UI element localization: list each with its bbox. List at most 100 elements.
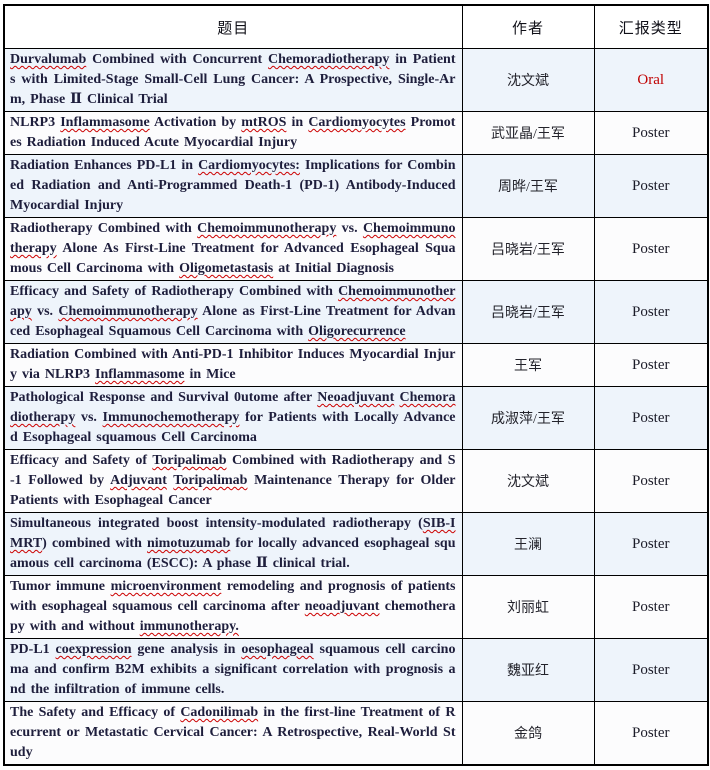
author-cell: 周晔/王军 [461,154,595,218]
title-text: gene analysis in [131,642,242,657]
report-type-cell: Poster [593,154,709,218]
papers-table: 题目 作者 汇报类型 Durvalumab Combined with Conc… [3,4,709,766]
misspelled-word: nimotuzumab [147,536,231,551]
title-text: in the first-line Treatment of Recurrent… [10,705,456,760]
title-text: at Initial Diagnosis [273,261,394,276]
title-text: Combined with Radiotherapy and S-1 Follo… [10,453,456,488]
title-text: Maintenance Therapy for Older Patients w… [10,473,456,508]
header-row: 题目 作者 汇报类型 [3,4,709,49]
author-cell: 王澜 [461,512,595,576]
table-body: Durvalumab Combined with Concurrent Chem… [3,48,709,766]
title-text: Radiation Enhances PD-L1 in [10,158,199,173]
misspelled-word: Cardiomyocytes [308,115,406,130]
title-text: Efficacy and Safety of Radiotherapy Comb… [10,284,339,299]
column-header-author: 作者 [461,4,595,49]
report-type-cell: Poster [593,701,709,766]
misspelled-word: neoadjuvant [304,599,380,614]
author-cell: 王军 [461,343,595,387]
report-type-cell: Poster [593,111,709,155]
misspelled-word: Inflammasome [60,115,150,130]
misspelled-word: microenvironment [110,579,222,594]
author-cell: 魏亚红 [461,638,595,702]
table-row: Efficacy and Safety of Radiotherapy Comb… [3,280,709,344]
paper-title-cell: The Safety and Efficacy of Cadonilimab i… [3,701,463,766]
table-row: Tumor immune microenvironment remodeling… [3,575,709,639]
conference-papers-table-wrap: 题目 作者 汇报类型 Durvalumab Combined with Conc… [3,4,709,766]
title-text: Tumor immune [10,579,111,594]
title-text: Efficacy and Safety of [10,453,153,468]
table-row: PD-L1 coexpression gene analysis in oeso… [3,638,709,702]
misspelled-word: Oligorecurrence [308,324,406,339]
misspelled-word: SIB-IMRT [10,516,456,551]
title-text: PD-L1 [10,642,56,657]
misspelled-word: Cadonilimab [180,705,259,720]
report-type-cell: Oral [593,48,709,112]
paper-title-cell: Efficacy and Safety of Toripalimab Combi… [3,449,463,513]
paper-title-cell: Radiation Combined with Anti-PD-1 Inhibi… [3,343,463,387]
report-type-cell: Poster [593,386,709,450]
paper-title-cell: Pathological Response and Survival 0utom… [3,386,463,450]
title-text: chemotherapy with and without [10,599,456,634]
table-row: Durvalumab Combined with Concurrent Chem… [3,48,709,112]
title-text: The Safety and Efficacy of [10,705,181,720]
table-row: Simultaneous integrated boost intensity-… [3,512,709,576]
author-cell: 成淑萍/王军 [461,386,595,450]
column-header-report-type: 汇报类型 [593,4,709,49]
paper-title-cell: PD-L1 coexpression gene analysis in oeso… [3,638,463,702]
report-type-cell: Poster [593,280,709,344]
title-text: NLRP3 [10,115,61,130]
title-text: vs. [31,304,59,319]
report-type-cell: Poster [593,217,709,281]
title-text: vs. [336,221,363,236]
report-type-cell: Poster [593,638,709,702]
misspelled-word: immunotherapy. [139,619,239,634]
author-cell: 金鸽 [461,701,595,766]
title-text: Alone As First-Line Treatment for Advanc… [10,241,456,276]
table-row: The Safety and Efficacy of Cadonilimab i… [3,701,709,766]
title-text: Radiation Combined with Anti-PD-1 Inhibi… [10,347,456,382]
title-text: Radiotherapy Combined with [10,221,198,236]
paper-title-cell: Tumor immune microenvironment remodeling… [3,575,463,639]
author-cell: 吕晓岩/王军 [461,217,595,281]
author-cell: 刘丽虹 [461,575,595,639]
title-text: vs. [75,410,103,425]
paper-title-cell: Efficacy and Safety of Radiotherapy Comb… [3,280,463,344]
paper-title-cell: NLRP3 Inflammasome Activation by mtROS i… [3,111,463,155]
misspelled-word: Durvalumab [10,52,87,67]
misspelled-word: oesophageal [241,642,314,657]
title-text: in Mice [184,367,236,382]
title-text: Pathological Response and Survival 0utom… [10,390,318,405]
misspelled-word: Toripalimab [173,473,248,488]
misspelled-word: Neoadjuvant [317,390,395,405]
paper-title-cell: Radiation Enhances PD-L1 in Cardiomyocyt… [3,154,463,218]
misspelled-word: Chemoimmunotherapy [58,304,198,319]
author-cell: 吕晓岩/王军 [461,280,595,344]
misspelled-word: Toripalimab [152,453,227,468]
table-row: Radiation Combined with Anti-PD-1 Inhibi… [3,343,709,387]
misspelled-word: Cardiomyocytes: [198,158,300,173]
misspelled-word: Chemoimmunotherapy [10,221,456,256]
title-text: Combined with Concurrent [86,52,269,67]
misspelled-word: Chemoimmunotherapy [197,221,337,236]
title-text: for Patients with Locally Advanced Esoph… [10,410,456,445]
title-text: Simultaneous integrated boost intensity-… [10,516,423,531]
author-cell: 沈文斌 [461,48,595,112]
title-text: in [286,115,309,130]
paper-title-cell: Simultaneous integrated boost intensity-… [3,512,463,576]
report-type-cell: Poster [593,449,709,513]
misspelled-word: Inflammasome [95,367,185,382]
title-text: Activation by [149,115,242,130]
table-row: Radiation Enhances PD-L1 in Cardiomyocyt… [3,154,709,218]
title-text: squamous cell carcinoma and confirm B2M … [10,642,456,697]
report-type-cell: Poster [593,575,709,639]
title-text: Promotes Radiation Induced Acute Myocard… [10,115,456,150]
author-cell: 沈文斌 [461,449,595,513]
paper-title-cell: Durvalumab Combined with Concurrent Chem… [3,48,463,112]
title-text: for locally advanced esophageal squamous… [10,536,456,571]
misspelled-word: Oligometastasis [179,261,274,276]
title-text: remodeling and prognosis of patients wit… [10,579,456,614]
misspelled-word: mtROS [241,115,287,130]
title-text: Alone as First-Line Treatment for Advanc… [10,304,456,339]
table-row: Pathological Response and Survival 0utom… [3,386,709,450]
misspelled-word: Adjuvant [110,473,167,488]
